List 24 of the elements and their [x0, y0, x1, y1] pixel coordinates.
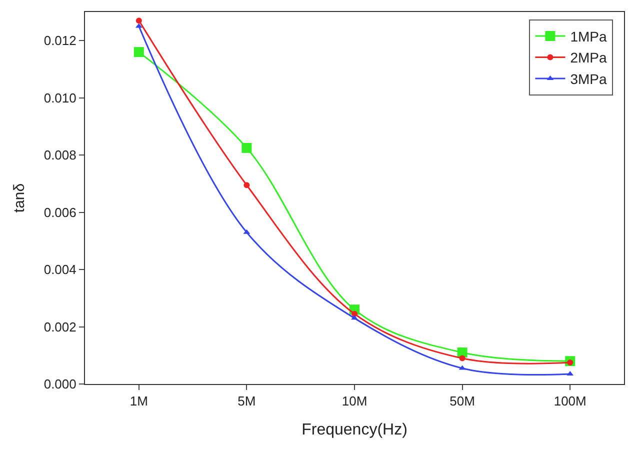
point — [352, 310, 358, 317]
point — [242, 142, 252, 153]
x-tick-label: 100M — [554, 394, 586, 409]
point — [244, 182, 250, 188]
y-tick-label: 0.006 — [44, 204, 76, 220]
legend-label: 1MPa — [570, 28, 608, 44]
x-axis-title: Frequency(Hz) — [302, 421, 408, 438]
x-tick-label: 5M — [238, 394, 256, 409]
point — [351, 315, 358, 320]
x-tick-label: 1M — [130, 394, 148, 409]
point — [459, 355, 466, 362]
point — [136, 18, 142, 24]
point — [134, 47, 144, 58]
y-tick-label: 0.000 — [44, 376, 76, 392]
y-tick-label: 0.010 — [44, 90, 76, 106]
y-tick-label: 0.012 — [44, 33, 76, 48]
x-tick-label: 50M — [450, 394, 475, 409]
y-tick-label: 0.002 — [44, 319, 76, 334]
x-tick-label: 10M — [342, 394, 368, 409]
y-tick-label: 0.008 — [44, 148, 76, 163]
y-tick-label: 0.004 — [44, 262, 76, 278]
y-axis-title: tanδ — [11, 183, 28, 213]
legend-label: 2MPa — [570, 50, 608, 66]
legend-label: 3MPa — [570, 70, 608, 87]
